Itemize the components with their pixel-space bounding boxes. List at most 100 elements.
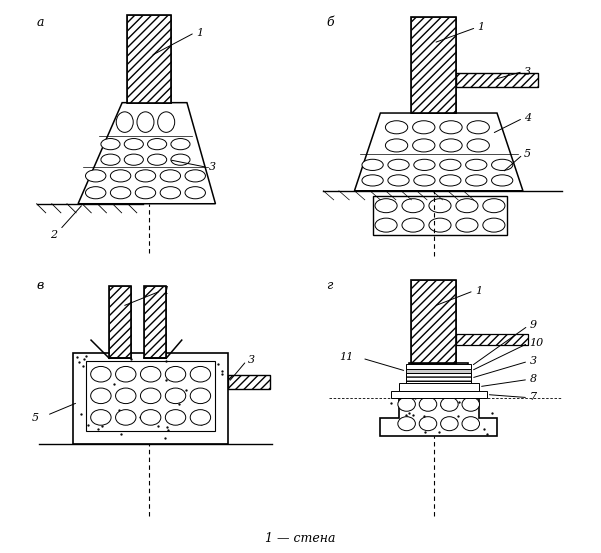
Text: 7: 7: [529, 392, 537, 402]
Ellipse shape: [141, 410, 161, 425]
Bar: [406, 364, 471, 369]
Bar: [456, 73, 538, 87]
Ellipse shape: [466, 175, 487, 186]
Bar: [391, 390, 487, 398]
Text: 2: 2: [49, 230, 56, 240]
Ellipse shape: [462, 397, 480, 411]
Text: б: б: [326, 16, 334, 29]
Bar: [412, 17, 456, 113]
Ellipse shape: [165, 367, 186, 382]
Ellipse shape: [165, 410, 186, 425]
Bar: [73, 353, 228, 444]
Text: 10: 10: [529, 338, 544, 348]
Ellipse shape: [402, 199, 424, 213]
Ellipse shape: [116, 112, 133, 132]
Bar: [406, 373, 471, 383]
Ellipse shape: [148, 154, 166, 165]
Ellipse shape: [483, 199, 505, 213]
Ellipse shape: [413, 121, 435, 134]
Bar: [406, 369, 471, 373]
Ellipse shape: [462, 417, 480, 431]
Ellipse shape: [85, 170, 106, 182]
Polygon shape: [380, 363, 497, 436]
Bar: [228, 375, 270, 389]
Text: 1: 1: [162, 286, 169, 296]
Ellipse shape: [111, 170, 131, 182]
Ellipse shape: [160, 170, 180, 182]
Ellipse shape: [413, 139, 435, 152]
Ellipse shape: [165, 388, 186, 404]
Ellipse shape: [456, 199, 478, 213]
Bar: [456, 73, 538, 87]
Ellipse shape: [385, 121, 407, 134]
Ellipse shape: [91, 388, 111, 404]
Polygon shape: [78, 103, 215, 204]
Ellipse shape: [441, 397, 458, 411]
Ellipse shape: [124, 139, 144, 150]
Bar: [412, 280, 456, 363]
Ellipse shape: [137, 112, 154, 132]
Text: в: в: [37, 279, 44, 292]
Bar: [127, 14, 171, 103]
Ellipse shape: [467, 139, 489, 152]
Text: 9: 9: [529, 320, 537, 330]
Ellipse shape: [185, 187, 206, 199]
Ellipse shape: [91, 367, 111, 382]
Ellipse shape: [91, 410, 111, 425]
Text: 1: 1: [475, 286, 482, 296]
Ellipse shape: [375, 199, 397, 213]
Ellipse shape: [388, 159, 409, 170]
Ellipse shape: [190, 410, 210, 425]
Ellipse shape: [115, 410, 136, 425]
Bar: [228, 375, 270, 389]
Bar: [86, 361, 215, 431]
Text: 1: 1: [478, 23, 484, 33]
Ellipse shape: [111, 187, 131, 199]
Ellipse shape: [419, 417, 437, 431]
Ellipse shape: [385, 139, 407, 152]
Ellipse shape: [85, 187, 106, 199]
Ellipse shape: [440, 139, 462, 152]
Ellipse shape: [483, 218, 505, 232]
Polygon shape: [355, 113, 523, 191]
Ellipse shape: [171, 139, 190, 150]
Ellipse shape: [402, 218, 424, 232]
Ellipse shape: [115, 388, 136, 404]
Bar: [398, 383, 479, 390]
Ellipse shape: [101, 139, 120, 150]
Text: а: а: [37, 16, 44, 29]
Ellipse shape: [160, 187, 180, 199]
Ellipse shape: [141, 388, 161, 404]
Text: 5: 5: [31, 413, 38, 423]
Ellipse shape: [157, 112, 175, 132]
Bar: [144, 286, 166, 358]
Ellipse shape: [171, 154, 190, 165]
Text: 11: 11: [339, 352, 353, 362]
Ellipse shape: [440, 159, 461, 170]
Ellipse shape: [440, 175, 461, 186]
Ellipse shape: [190, 388, 210, 404]
Ellipse shape: [440, 121, 462, 134]
Ellipse shape: [388, 175, 409, 186]
Ellipse shape: [414, 175, 435, 186]
Bar: [109, 286, 131, 358]
Ellipse shape: [419, 397, 437, 411]
Ellipse shape: [362, 175, 383, 186]
Ellipse shape: [190, 367, 210, 382]
Ellipse shape: [492, 159, 513, 170]
Ellipse shape: [398, 397, 415, 411]
Bar: [456, 333, 528, 345]
Ellipse shape: [135, 170, 156, 182]
Ellipse shape: [375, 218, 397, 232]
Ellipse shape: [115, 367, 136, 382]
Text: 3: 3: [529, 356, 537, 366]
Ellipse shape: [101, 154, 120, 165]
Text: 5: 5: [524, 149, 531, 159]
Text: г: г: [326, 279, 332, 292]
Ellipse shape: [362, 159, 383, 170]
Text: 3: 3: [248, 354, 255, 364]
Text: 1: 1: [196, 28, 203, 38]
Ellipse shape: [185, 170, 206, 182]
Bar: [412, 280, 456, 363]
Ellipse shape: [148, 139, 166, 150]
